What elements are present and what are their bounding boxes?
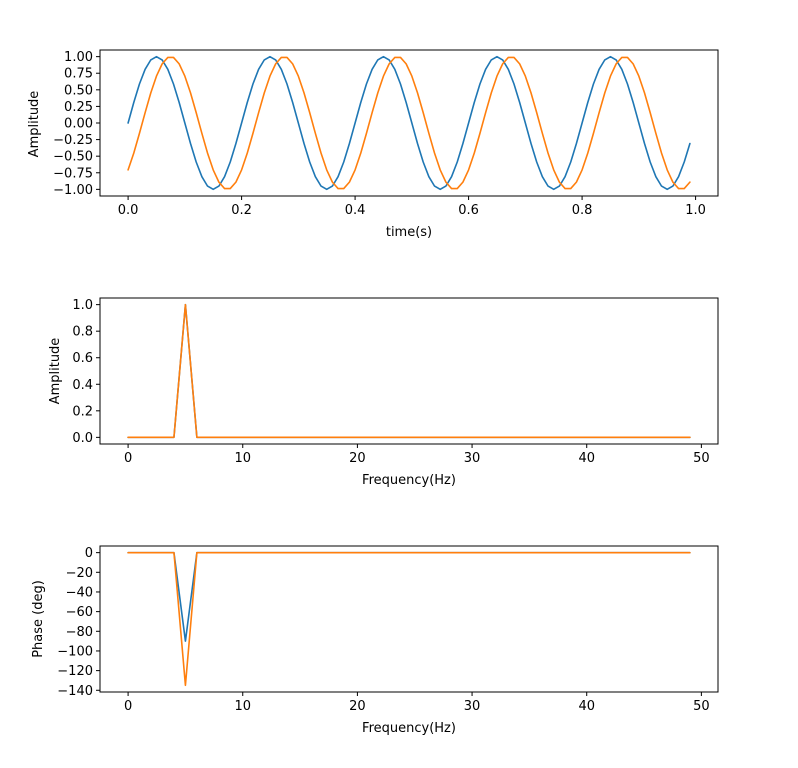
chart-0-xtick-label: 0.6 — [458, 203, 479, 218]
chart-0-series-1-line — [127, 56, 691, 190]
chart-0-series-0-line — [127, 55, 691, 191]
amplitude-spectrum-plot: Amplitude Frequency(Hz) 0 10 20 30 40 50 0.0 0.… — [48, 297, 719, 488]
chart-0-ytick-label: −0.75 — [53, 166, 93, 181]
chart-0-xtick-label: 1.0 — [685, 203, 706, 218]
chart-2-xlabel: Frequency(Hz) — [362, 721, 456, 736]
chart-1-ylabel: Amplitude — [48, 338, 63, 405]
chart-2-xtick-label: 30 — [464, 699, 481, 714]
time-domain-plot: Amplitude time(s) 0.0 0.2 0.4 0.6 0.8 1.0 1.00… — [27, 49, 719, 240]
chart-1-ytick-label: 0.8 — [72, 325, 93, 340]
chart-2-xtick-label: 0 — [124, 699, 132, 714]
chart-2-xtick-label: 40 — [578, 699, 595, 714]
chart-2-xtick-label: 20 — [349, 699, 366, 714]
chart-1-ytick-label: 0.6 — [72, 351, 93, 366]
chart-1-ytick-label: 0.2 — [72, 404, 93, 419]
chart-0-ytick-label: 0.75 — [64, 67, 93, 82]
chart-1-axes-frame — [99, 297, 719, 445]
chart-0-xtick-label: 0.4 — [345, 203, 366, 218]
chart-2-ytick-label: −20 — [66, 566, 93, 581]
chart-2-xtick-label: 50 — [693, 699, 710, 714]
chart-0-xlabel: time(s) — [386, 225, 432, 240]
chart-0-ytick-label: −0.25 — [53, 133, 93, 148]
chart-1-ytick-label: 1.0 — [72, 298, 93, 313]
chart-2-ytick-label: −140 — [57, 684, 93, 699]
chart-2-ytick-label: −100 — [57, 644, 93, 659]
chart-2-axes-frame — [99, 545, 719, 693]
chart-0-ytick-label: 0.25 — [64, 100, 93, 115]
chart-0-ytick-label: −0.50 — [53, 150, 93, 165]
chart-0-xtick-label: 0.0 — [118, 203, 139, 218]
chart-1-xlabel: Frequency(Hz) — [362, 473, 456, 488]
chart-1-series-1-line — [127, 303, 691, 439]
chart-0-ylabel: Amplitude — [27, 91, 42, 158]
chart-0-xtick-label: 0.8 — [572, 203, 593, 218]
phase-spectrum-plot: Phase (deg) Frequency(Hz) 0 10 20 30 40 50 0 −2… — [31, 545, 719, 736]
chart-1-ytick-label: 0.0 — [72, 431, 93, 446]
chart-0-ytick-label: 0.00 — [64, 117, 93, 132]
chart-1-xtick-label: 40 — [578, 451, 595, 466]
chart-2-ytick-label: −120 — [57, 664, 93, 679]
chart-2-ytick-label: 0 — [85, 546, 93, 561]
chart-2-ylabel: Phase (deg) — [31, 580, 46, 658]
chart-0-ytick-label: 1.00 — [64, 50, 93, 65]
chart-2-xtick-label: 10 — [234, 699, 251, 714]
chart-1-xtick-label: 30 — [464, 451, 481, 466]
chart-1-ytick-label: 0.4 — [72, 378, 93, 393]
chart-1-xtick-label: 50 — [693, 451, 710, 466]
chart-0-xtick-label: 0.2 — [231, 203, 252, 218]
chart-0-ytick-label: 0.50 — [64, 83, 93, 98]
chart-2-ytick-label: −60 — [66, 605, 93, 620]
chart-2-ytick-label: −40 — [66, 585, 93, 600]
chart-1-xtick-label: 20 — [349, 451, 366, 466]
chart-0-ytick-label: −1.00 — [53, 183, 93, 198]
chart-2-series-1-line — [127, 551, 691, 687]
chart-1-xtick-label: 10 — [234, 451, 251, 466]
chart-1-xtick-label: 0 — [124, 451, 132, 466]
chart-2-ytick-label: −80 — [66, 625, 93, 640]
